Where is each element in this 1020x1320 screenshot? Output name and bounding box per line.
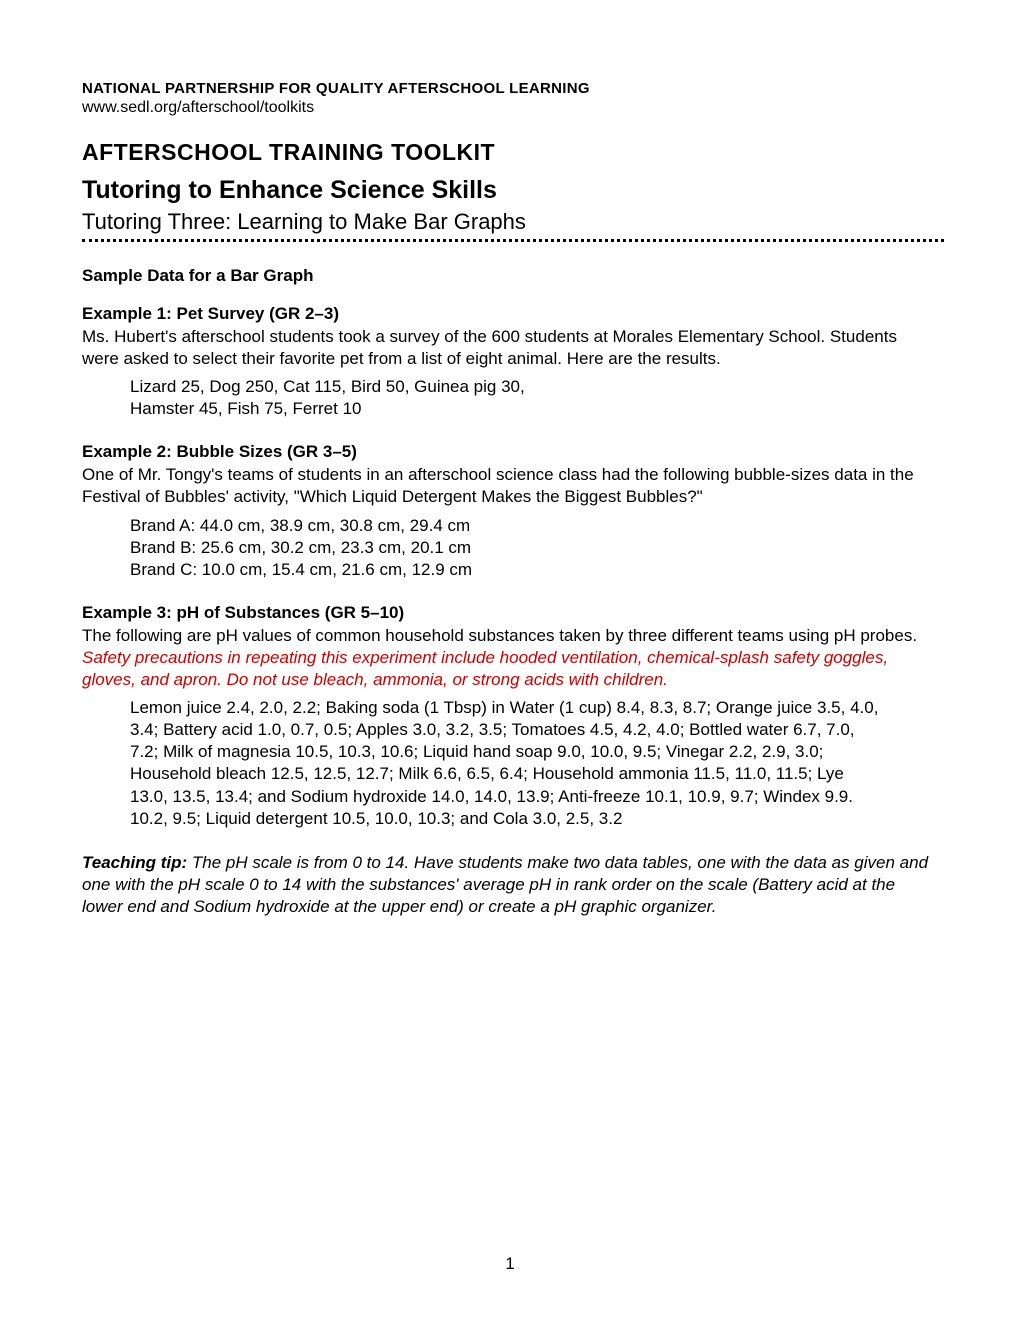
example-2-heading: Example 2: Bubble Sizes (GR 3–5) <box>82 442 938 462</box>
example-1: Example 1: Pet Survey (GR 2–3) Ms. Huber… <box>82 304 938 420</box>
page-number: 1 <box>0 1254 1020 1274</box>
example-3-body-prefix: The following are pH values of common ho… <box>82 626 917 645</box>
teaching-tip: Teaching tip: The pH scale is from 0 to … <box>82 852 938 918</box>
organization-name: NATIONAL PARTNERSHIP FOR QUALITY AFTERSC… <box>82 80 938 97</box>
example-3-data: Lemon juice 2.4, 2.0, 2.2; Baking soda (… <box>130 697 880 830</box>
teaching-tip-text: The pH scale is from 0 to 14. Have stude… <box>82 853 928 916</box>
example-1-heading: Example 1: Pet Survey (GR 2–3) <box>82 304 938 324</box>
main-title: Tutoring to Enhance Science Skills <box>82 176 938 205</box>
website-url: www.sedl.org/afterschool/toolkits <box>82 99 938 117</box>
section-heading: Sample Data for a Bar Graph <box>82 266 938 286</box>
example-1-body: Ms. Hubert's afterschool students took a… <box>82 326 938 370</box>
toolkit-title: AFTERSCHOOL TRAINING TOOLKIT <box>82 139 938 166</box>
example-2: Example 2: Bubble Sizes (GR 3–5) One of … <box>82 442 938 580</box>
example-3-safety: Safety precautions in repeating this exp… <box>82 648 888 689</box>
divider <box>82 239 944 242</box>
example-2-data: Brand A: 44.0 cm, 38.9 cm, 30.8 cm, 29.4… <box>130 515 880 581</box>
teaching-tip-label: Teaching tip: <box>82 853 187 872</box>
subtitle: Tutoring Three: Learning to Make Bar Gra… <box>82 209 938 235</box>
example-3: Example 3: pH of Substances (GR 5–10) Th… <box>82 603 938 830</box>
example-3-heading: Example 3: pH of Substances (GR 5–10) <box>82 603 938 623</box>
example-2-body: One of Mr. Tongy's teams of students in … <box>82 464 938 508</box>
example-1-data: Lizard 25, Dog 250, Cat 115, Bird 50, Gu… <box>130 376 880 420</box>
example-3-body: The following are pH values of common ho… <box>82 625 938 691</box>
